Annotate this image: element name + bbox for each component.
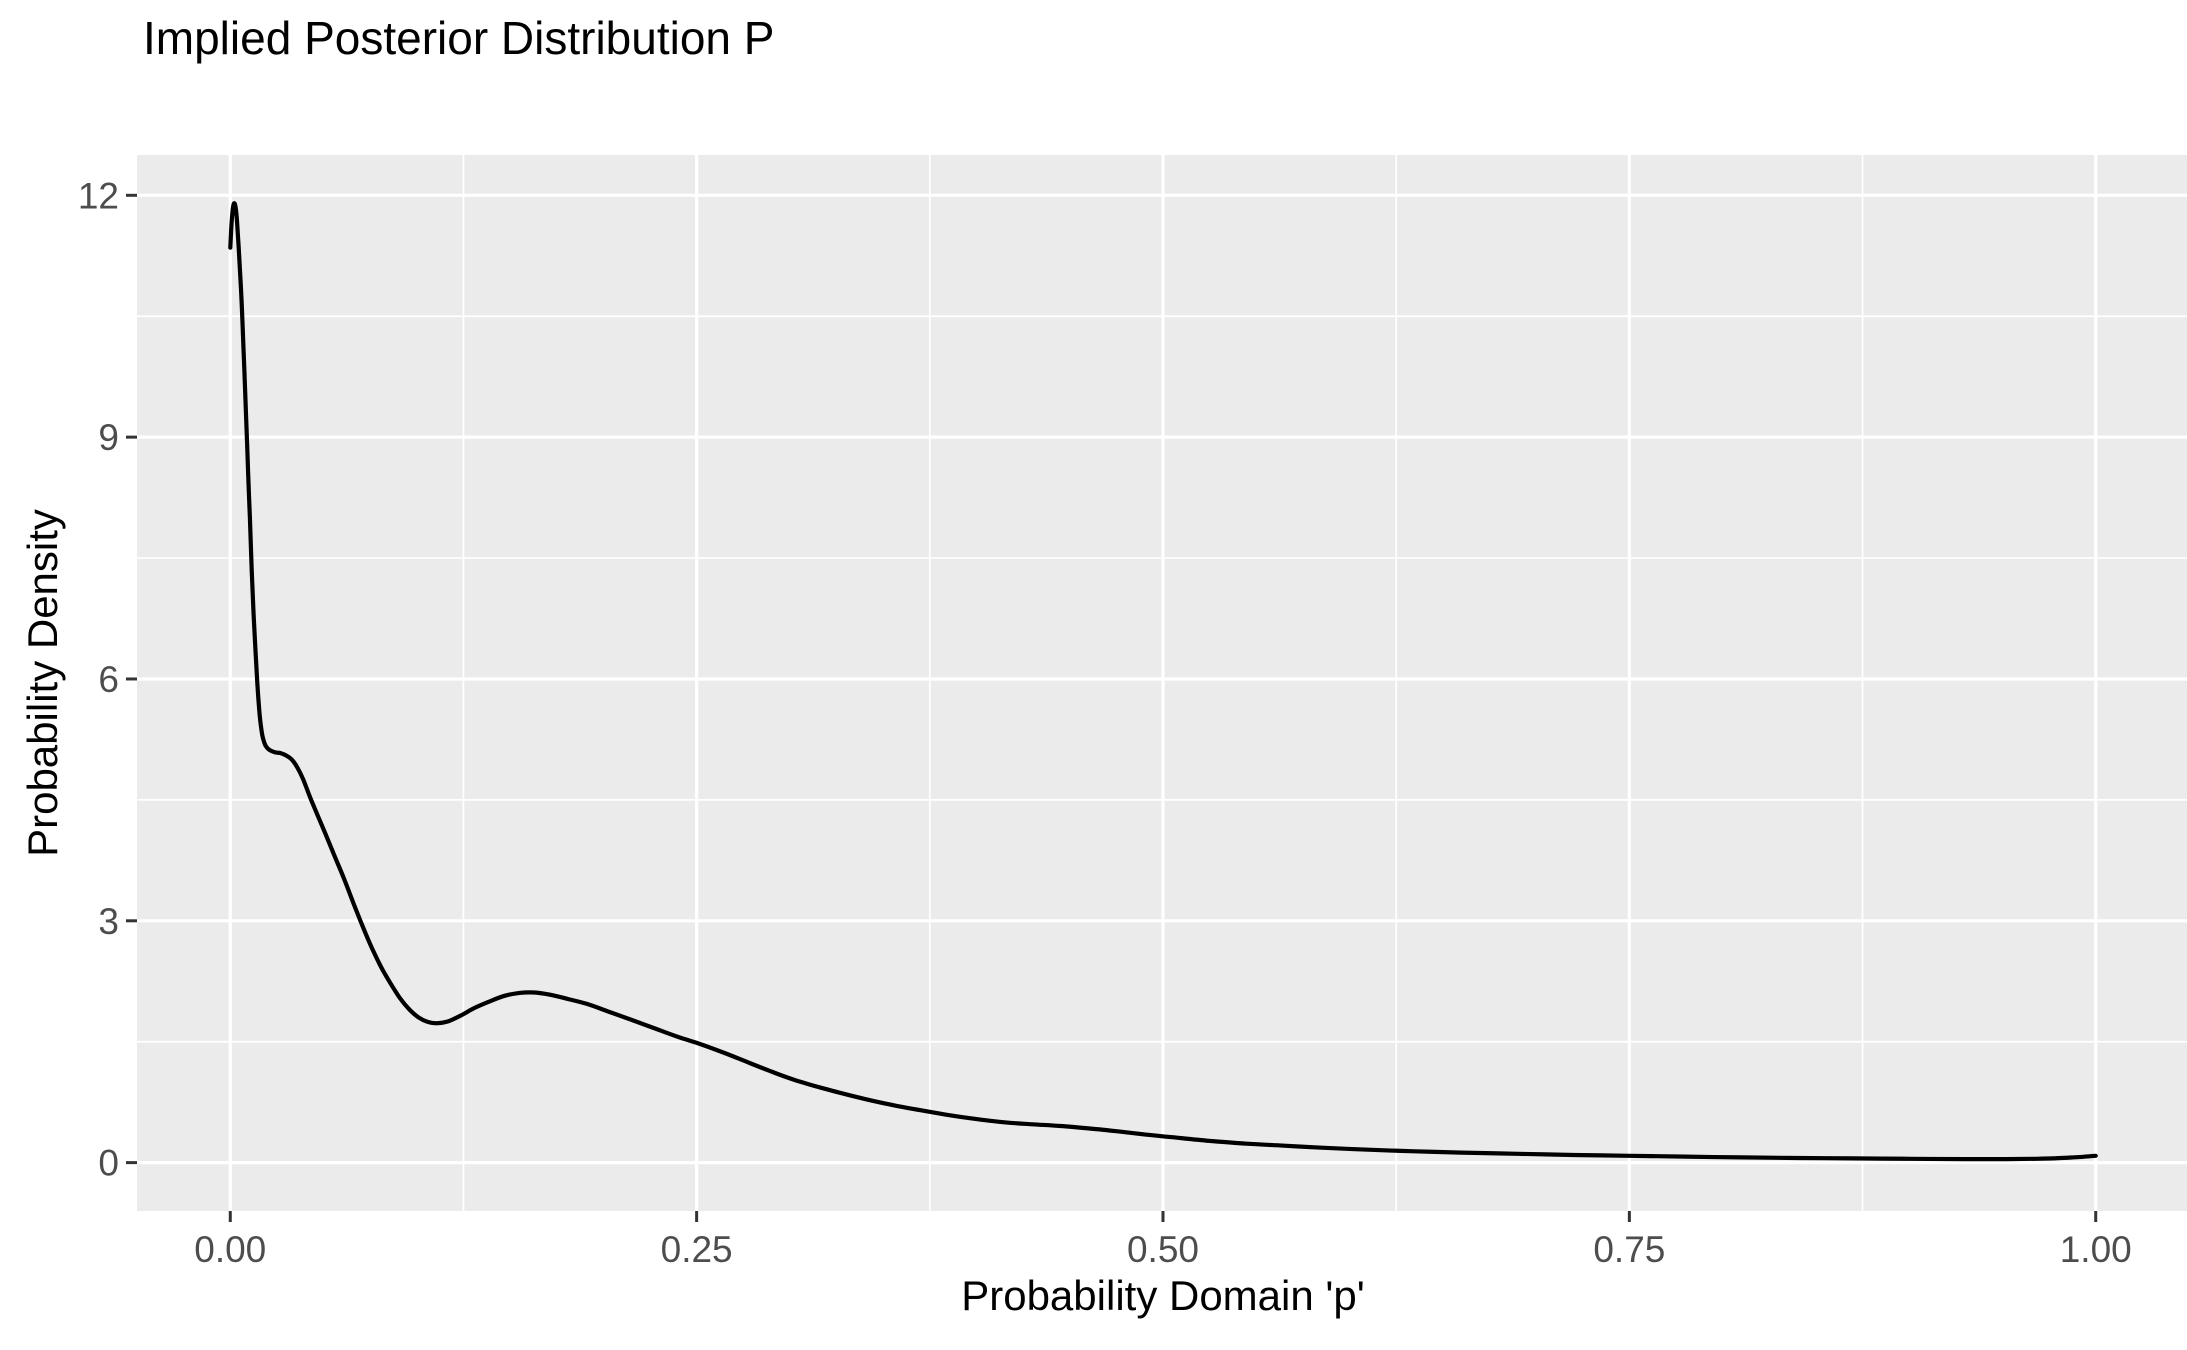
y-tick-label: 6	[98, 659, 119, 700]
plot-title: Implied Posterior Distribution P	[143, 12, 774, 64]
x-tick-label: 0.00	[194, 1229, 266, 1270]
y-tick-label: 3	[98, 901, 119, 942]
x-axis-tick-labels: 0.00 0.25 0.50 0.75 1.00	[194, 1229, 2131, 1270]
y-axis-title: Probability Density	[19, 509, 66, 857]
x-axis-title: Probability Domain 'p'	[961, 1272, 1365, 1319]
y-tick-label: 9	[98, 417, 119, 458]
x-tick-label: 0.75	[1593, 1229, 1665, 1270]
y-tick-label: 0	[98, 1143, 119, 1184]
x-tick-label: 1.00	[2060, 1229, 2132, 1270]
x-axis-tick-marks	[228, 1211, 2098, 1222]
y-axis-tick-labels: 0 3 6 9 12	[78, 175, 119, 1183]
density-curve	[228, 201, 2098, 1162]
major-gridlines	[137, 155, 2187, 1211]
y-axis-tick-marks	[126, 193, 137, 1165]
y-tick-label: 12	[78, 175, 119, 216]
x-tick-label: 0.50	[1127, 1229, 1199, 1270]
x-tick-label: 0.25	[661, 1229, 733, 1270]
